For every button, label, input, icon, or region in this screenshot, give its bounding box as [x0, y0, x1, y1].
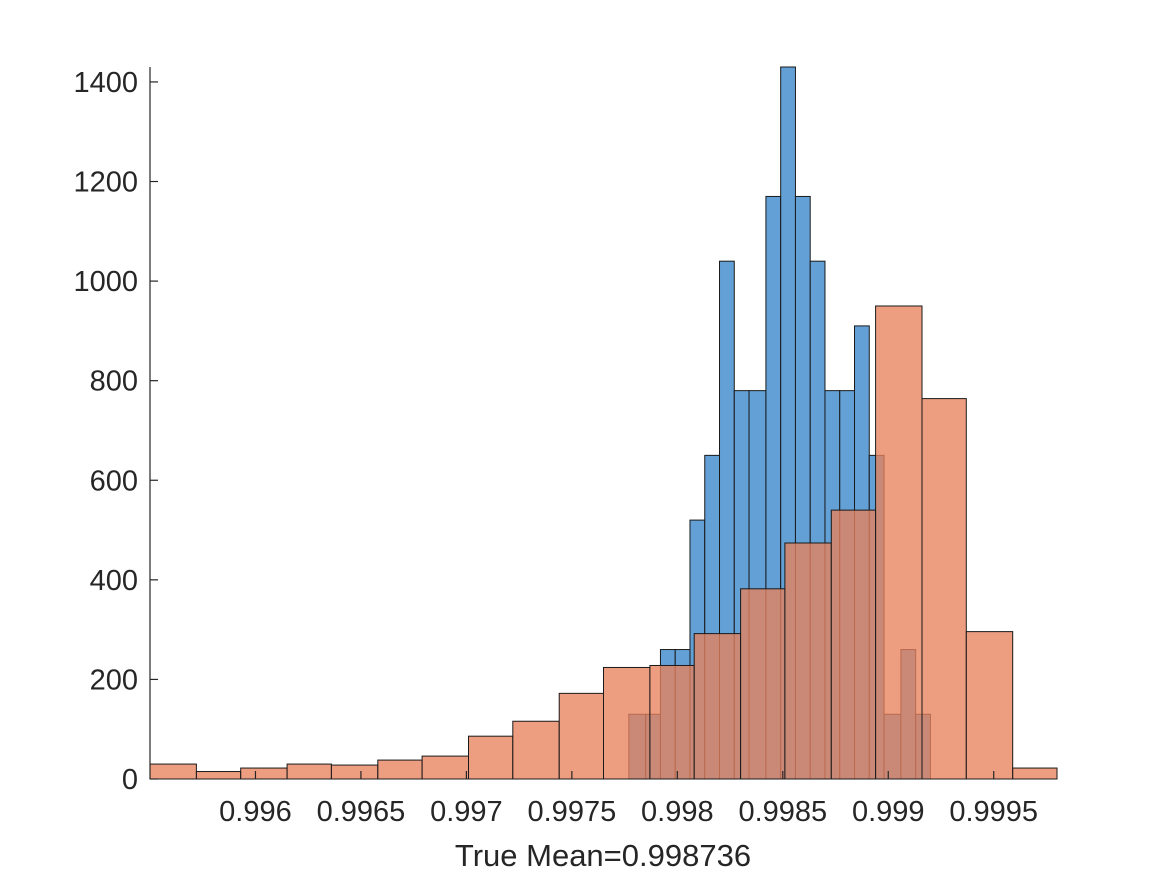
- x-tick-label: 0.997: [430, 796, 503, 828]
- histogram-bar-series-2-bin-13: [693, 633, 742, 780]
- histogram-bar-series-2-bin-9: [512, 720, 560, 780]
- histogram-bar-series-2-bin-10: [558, 692, 604, 780]
- y-tick-label: 400: [90, 565, 138, 597]
- histogram-bar-series-2-bin-16: [830, 509, 877, 780]
- bars-layer: [149, 66, 1058, 780]
- histogram-bar-series-2-bin-1: [149, 763, 197, 780]
- axes-layer: 0 200 400 600 800 1000 1200 1400 0.996 0.9965 0.99…: [73, 67, 1038, 828]
- histogram-bar-series-2-bin-4: [286, 763, 332, 780]
- y-tick-label: 600: [90, 465, 138, 497]
- y-tick-label: 1400: [73, 67, 138, 99]
- x-axis-label: True Mean=0.998736: [455, 838, 751, 873]
- x-tick-label: 0.9965: [317, 796, 406, 828]
- histogram-bar-series-2-bin-20: [1012, 767, 1058, 780]
- histogram-bar-series-2-bin-7: [421, 755, 470, 780]
- histogram-bar-series-2-bin-18: [921, 398, 967, 780]
- histogram-bar-series-2-bin-2: [195, 771, 242, 780]
- x-tick-label: 0.9975: [528, 796, 617, 828]
- x-tick-label: 0.996: [219, 796, 292, 828]
- x-tick-label: 0.999: [852, 796, 925, 828]
- histogram-bar-series-2-bin-3: [240, 767, 288, 780]
- histogram-bar-series-2-bin-19: [965, 631, 1014, 780]
- histogram-bar-series-2-bin-5: [330, 764, 379, 780]
- histogram-bar-series-2-bin-8: [468, 735, 514, 780]
- y-tick-label: 1200: [73, 167, 138, 199]
- y-tick-label: 0: [122, 764, 138, 796]
- y-tick-label: 800: [90, 366, 138, 398]
- x-tick-label: 0.9985: [738, 796, 827, 828]
- histogram-bar-series-2-bin-17: [875, 305, 923, 780]
- y-tick-label: 1000: [73, 266, 138, 298]
- histogram-bar-series-2-bin-12: [649, 664, 695, 780]
- y-tick-label: 200: [90, 664, 138, 696]
- histogram-bar-series-2-bin-14: [740, 588, 786, 780]
- histogram-bar-series-2-bin-15: [784, 542, 832, 780]
- x-tick-label: 0.998: [641, 796, 714, 828]
- histogram-bar-series-2-bin-6: [377, 759, 423, 780]
- histogram-bar-series-2-bin-11: [603, 666, 651, 780]
- x-tick-label: 0.9995: [949, 796, 1038, 828]
